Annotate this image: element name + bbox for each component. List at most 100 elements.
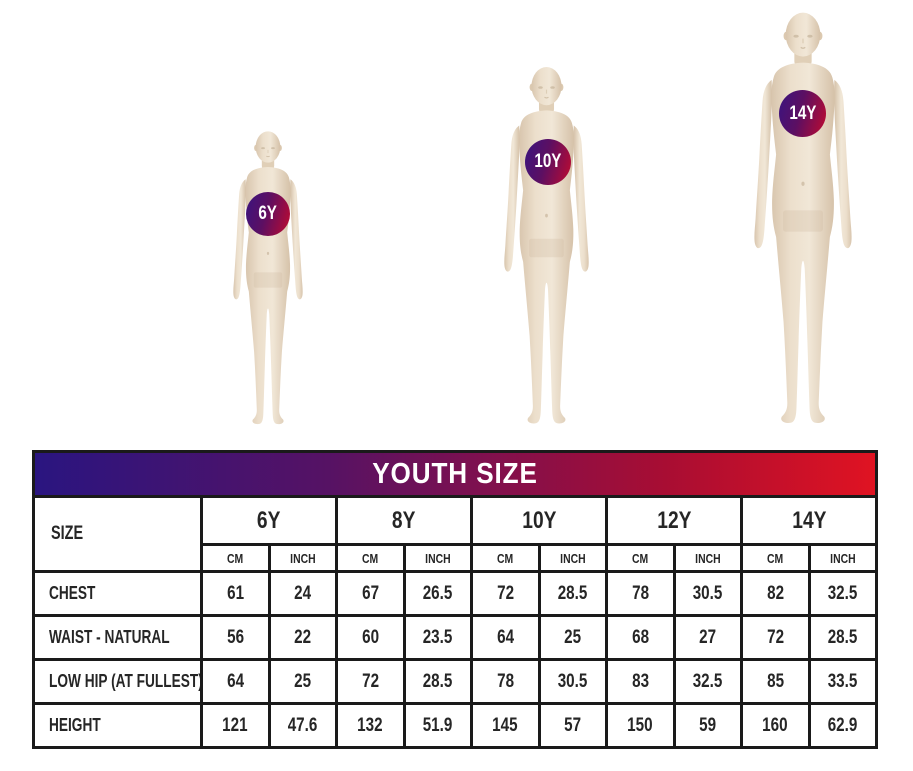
cell-value: 57 bbox=[564, 714, 582, 736]
cell-chest-10y-inch: 28.5 bbox=[537, 570, 605, 614]
cell-value: 72 bbox=[361, 670, 379, 692]
cell-value: 59 bbox=[699, 714, 717, 736]
cell-value: 121 bbox=[222, 714, 248, 736]
cell-height-6y-cm: 121 bbox=[200, 702, 268, 746]
row-label-text: WAIST - NATURAL bbox=[49, 627, 170, 647]
cell-chest-12y-inch: 30.5 bbox=[672, 570, 740, 614]
cell-lowhip-14y-cm: 85 bbox=[740, 658, 808, 702]
cell-value: 64 bbox=[226, 670, 244, 692]
cell-value: 32.5 bbox=[827, 582, 858, 604]
cell-value: 25 bbox=[564, 626, 582, 648]
mannequin-14y-figure bbox=[723, 8, 883, 434]
cell-value: 67 bbox=[361, 582, 379, 604]
cell-value: 61 bbox=[226, 582, 244, 604]
cell-waist-8y-cm: 60 bbox=[335, 614, 403, 658]
unit-header-10y-cm: CM bbox=[470, 543, 538, 570]
cell-height-10y-inch: 57 bbox=[537, 702, 605, 746]
cell-waist-8y-inch: 23.5 bbox=[402, 614, 470, 658]
unit-label: CM bbox=[767, 550, 784, 566]
cell-chest-14y-cm: 82 bbox=[740, 570, 808, 614]
cell-value: 23.5 bbox=[422, 626, 453, 648]
row-label-text: CHEST bbox=[49, 583, 96, 603]
cell-value: 30.5 bbox=[692, 582, 723, 604]
cell-value: 62.9 bbox=[827, 714, 858, 736]
cell-value: 60 bbox=[361, 626, 379, 648]
col-header-12y: 12Y bbox=[605, 498, 740, 543]
unit-header-14y-cm: CM bbox=[740, 543, 808, 570]
col-header-10y-label: 10Y bbox=[521, 506, 557, 534]
cell-value: 56 bbox=[226, 626, 244, 648]
unit-header-6y-inch: INCH bbox=[267, 543, 335, 570]
unit-header-8y-cm: CM bbox=[335, 543, 403, 570]
cell-value: 51.9 bbox=[422, 714, 453, 736]
cell-lowhip-14y-inch: 33.5 bbox=[807, 658, 875, 702]
cell-value: 68 bbox=[631, 626, 649, 648]
badge-6y: 6Y bbox=[246, 192, 290, 236]
cell-value: 33.5 bbox=[827, 670, 858, 692]
unit-label: INCH bbox=[290, 550, 316, 566]
cell-chest-8y-inch: 26.5 bbox=[402, 570, 470, 614]
size-grid: SIZE 6Y 8Y 10Y 12Y 14Y CM INCH CM INCH C… bbox=[35, 495, 875, 746]
cell-height-10y-cm: 145 bbox=[470, 702, 538, 746]
size-header-label: SIZE bbox=[51, 523, 84, 544]
cell-height-12y-cm: 150 bbox=[605, 702, 673, 746]
badge-14y: 14Y bbox=[779, 90, 826, 137]
cell-chest-6y-inch: 24 bbox=[267, 570, 335, 614]
row-label-height: HEIGHT bbox=[35, 702, 200, 746]
cell-waist-12y-cm: 68 bbox=[605, 614, 673, 658]
cell-value: 150 bbox=[627, 714, 653, 736]
cell-waist-6y-inch: 22 bbox=[267, 614, 335, 658]
col-header-10y: 10Y bbox=[470, 498, 605, 543]
unit-label: INCH bbox=[560, 550, 586, 566]
cell-value: 27 bbox=[699, 626, 717, 648]
unit-label: CM bbox=[227, 550, 244, 566]
row-label-text: HEIGHT bbox=[49, 715, 101, 735]
col-header-8y: 8Y bbox=[335, 498, 470, 543]
cell-value: 47.6 bbox=[287, 714, 318, 736]
cell-height-14y-inch: 62.9 bbox=[807, 702, 875, 746]
cell-value: 30.5 bbox=[557, 670, 588, 692]
cell-value: 85 bbox=[766, 670, 784, 692]
cell-value: 132 bbox=[357, 714, 383, 736]
mannequin-10y-figure bbox=[477, 63, 616, 433]
cell-height-8y-cm: 132 bbox=[335, 702, 403, 746]
cell-lowhip-10y-cm: 78 bbox=[470, 658, 538, 702]
col-header-12y-label: 12Y bbox=[656, 506, 692, 534]
cell-lowhip-8y-inch: 28.5 bbox=[402, 658, 470, 702]
mannequin-6y-figure bbox=[211, 126, 325, 432]
cell-lowhip-12y-inch: 32.5 bbox=[672, 658, 740, 702]
cell-value: 72 bbox=[496, 582, 514, 604]
cell-value: 25 bbox=[294, 670, 312, 692]
table-title-bar: YOUTH SIZE bbox=[35, 453, 875, 495]
cell-lowhip-12y-cm: 83 bbox=[605, 658, 673, 702]
cell-waist-6y-cm: 56 bbox=[200, 614, 268, 658]
cell-waist-10y-inch: 25 bbox=[537, 614, 605, 658]
badge-10y-label: 10Y bbox=[534, 151, 562, 172]
cell-lowhip-8y-cm: 72 bbox=[335, 658, 403, 702]
cell-value: 22 bbox=[294, 626, 312, 648]
unit-label: CM bbox=[632, 550, 649, 566]
cell-value: 82 bbox=[766, 582, 784, 604]
cell-value: 26.5 bbox=[422, 582, 453, 604]
cell-value: 145 bbox=[492, 714, 518, 736]
cell-height-8y-inch: 51.9 bbox=[402, 702, 470, 746]
cell-chest-6y-cm: 61 bbox=[200, 570, 268, 614]
table-title: YOUTH SIZE bbox=[372, 457, 538, 490]
unit-header-6y-cm: CM bbox=[200, 543, 268, 570]
unit-label: INCH bbox=[425, 550, 451, 566]
cell-waist-14y-cm: 72 bbox=[740, 614, 808, 658]
cell-value: 78 bbox=[631, 582, 649, 604]
cell-height-12y-inch: 59 bbox=[672, 702, 740, 746]
cell-value: 32.5 bbox=[692, 670, 723, 692]
cell-waist-12y-inch: 27 bbox=[672, 614, 740, 658]
cell-value: 83 bbox=[631, 670, 649, 692]
unit-header-12y-inch: INCH bbox=[672, 543, 740, 570]
badge-6y-label: 6Y bbox=[258, 203, 278, 224]
cell-lowhip-6y-cm: 64 bbox=[200, 658, 268, 702]
unit-header-8y-inch: INCH bbox=[402, 543, 470, 570]
cell-value: 24 bbox=[294, 582, 312, 604]
col-header-6y-label: 6Y bbox=[257, 506, 281, 534]
unit-label: CM bbox=[497, 550, 514, 566]
cell-value: 28.5 bbox=[422, 670, 453, 692]
